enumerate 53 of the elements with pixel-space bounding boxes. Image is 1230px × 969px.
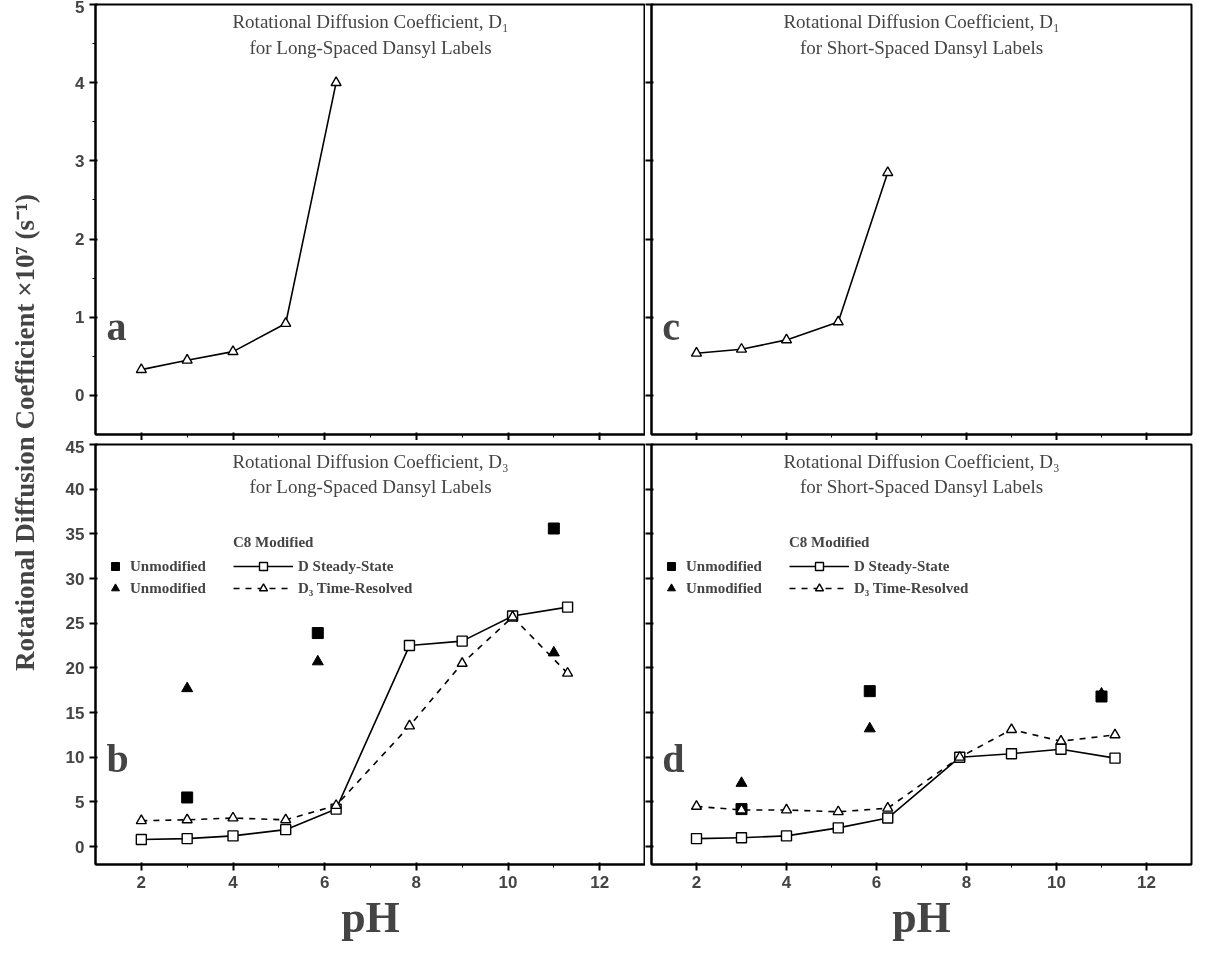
legend-label: D Steady-State: [854, 556, 950, 576]
y-tick-label: 25: [65, 614, 85, 634]
y-tick-label: 40: [65, 480, 85, 500]
x-axis-title: pH: [892, 892, 951, 942]
chart-title: Rotational Diffusion Coefficient, D₃: [232, 450, 509, 472]
x-tick-label: 2: [136, 872, 147, 892]
x-tick-label: 12: [1137, 872, 1156, 892]
legend-label: D₃ Time-Resolved: [298, 578, 413, 598]
legend-label: Unmodified: [130, 578, 206, 598]
text: for Short-Spaced Dansyl Labels: [799, 36, 1044, 58]
x-tick-label: 12: [590, 872, 610, 892]
annotation: a: [106, 303, 127, 349]
y-tick-label: 0: [75, 386, 85, 406]
chart-title: Rotational Diffusion Coefficient, D₁: [783, 10, 1060, 32]
text: for Short-Spaced Dansyl Labels: [799, 476, 1044, 497]
y-tick-label: 1: [75, 308, 85, 328]
y-tick-label: 5: [75, 0, 85, 17]
y-tick-label: 4: [75, 73, 86, 93]
text: for Long-Spaced Dansyl Labels: [249, 476, 492, 497]
x-tick-label: 4: [228, 872, 239, 892]
legend-label: D Steady-State: [298, 556, 394, 576]
y-tick-label: 10: [65, 748, 85, 768]
x-tick-label: 6: [871, 872, 882, 892]
legend-label: Unmodified: [130, 556, 206, 576]
y-tick-label: 35: [65, 524, 85, 544]
x-tick-label: 8: [961, 872, 972, 892]
chart-title: Rotational Diffusion Coefficient, D₃: [783, 450, 1060, 472]
text: for Long-Spaced Dansyl Labels: [249, 36, 492, 58]
y-tick-label: 3: [75, 151, 85, 171]
y-axis-title: Rotational Diffusion Coefficient ×10⁷ (s⁻¹): [10, 193, 41, 672]
y-tick-label: 20: [65, 658, 85, 678]
y-tick-label: 2: [75, 230, 85, 250]
x-tick-label: 6: [319, 872, 330, 892]
annotation: b: [106, 735, 129, 781]
annotation: C8 Modified: [233, 534, 315, 551]
y-tick-label: 0: [75, 837, 85, 857]
x-tick-label: 2: [691, 872, 702, 892]
y-tick-label: 30: [65, 569, 85, 589]
legend-label: D₃ Time-Resolved: [854, 578, 969, 598]
x-tick-label: 10: [498, 872, 518, 892]
chart-title: Rotational Diffusion Coefficient, D₁: [232, 10, 509, 32]
x-tick-label: 8: [411, 872, 422, 892]
annotation: d: [662, 735, 685, 781]
legend-label: Unmodified: [686, 556, 762, 576]
y-tick-label: 15: [65, 703, 85, 723]
x-tick-label: 10: [1047, 872, 1066, 892]
annotation: C8 Modified: [789, 534, 871, 551]
x-tick-label: 4: [781, 872, 792, 892]
annotation: c: [662, 303, 681, 349]
y-tick-label: 45: [65, 437, 85, 457]
legend-label: Unmodified: [686, 578, 762, 598]
y-tick-label: 5: [75, 792, 85, 812]
x-axis-title: pH: [341, 892, 400, 942]
